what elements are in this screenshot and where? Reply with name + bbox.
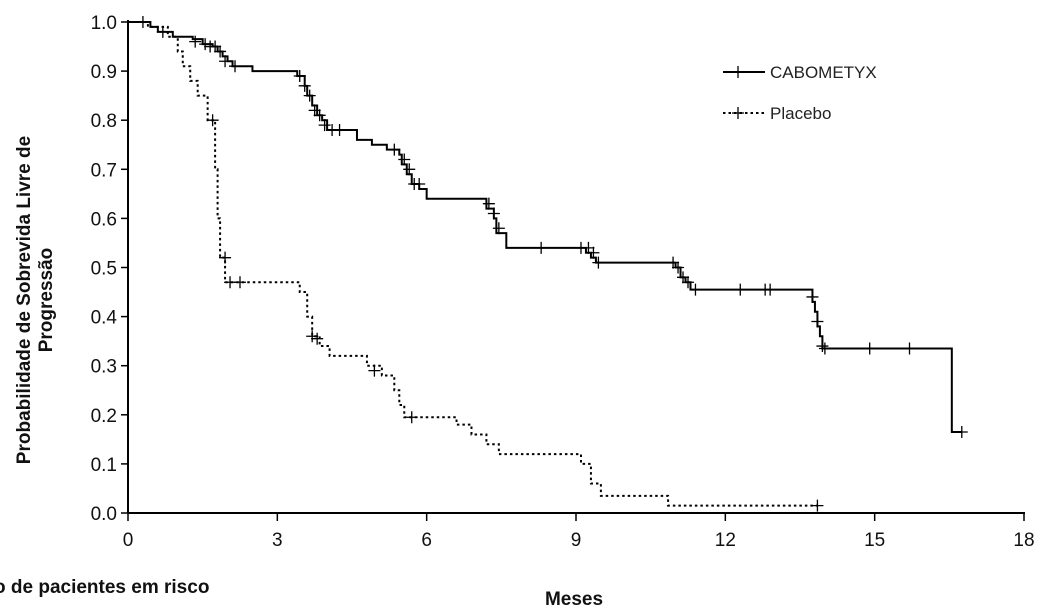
censor-mark-cabometyx	[199, 38, 212, 51]
censor-mark-cabometyx	[863, 342, 876, 355]
censor-mark-cabometyx	[682, 276, 694, 289]
censor-mark-placebo	[219, 251, 232, 264]
censor-mark-placebo	[405, 411, 418, 424]
y-tick-label: 0.4	[91, 308, 118, 329]
y-tick-label: 0.9	[91, 62, 117, 83]
y-tick-label: 0.3	[91, 357, 117, 378]
y-tick-label: 0.0	[91, 504, 117, 525]
censor-mark-cabometyx	[667, 256, 680, 269]
censor-mark-cabometyx	[293, 70, 306, 83]
legend-marker-cabometyx	[732, 66, 744, 78]
censor-mark-cabometyx	[214, 45, 227, 58]
censor-mark-cabometyx	[487, 207, 500, 220]
censor-mark-cabometyx	[189, 35, 202, 48]
censor-mark-cabometyx	[219, 55, 232, 68]
censor-mark-placebo	[311, 332, 324, 345]
series-line-cabometyx	[128, 21, 962, 433]
legend-label-cabometyx: CABOMETYX	[770, 63, 877, 82]
censor-mark-cabometyx	[535, 241, 548, 254]
y-axis-title-line-2: Progressão	[36, 248, 57, 353]
censor-mark-cabometyx	[818, 342, 831, 355]
axes: 0.0 0.1 0.2 0.3 0.4 0.5 0.6 0.7 0.8 0.9 1.0 0 3 6 9 12 1…	[91, 13, 1035, 551]
censor-mark-cabometyx	[209, 40, 222, 53]
censor-mark-cabometyx	[413, 178, 426, 191]
x-axis-title: Meses	[545, 589, 603, 610]
censor-mark-cabometyx	[816, 340, 829, 353]
censor-mark-cabometyx	[313, 109, 326, 122]
series-layer	[128, 16, 968, 512]
censor-mark-placebo	[368, 364, 381, 377]
x-tick-label: 0	[123, 530, 134, 551]
x-tick-label: 18	[1013, 530, 1034, 551]
censor-mark-cabometyx	[955, 425, 968, 438]
censor-mark-cabometyx	[811, 315, 824, 328]
censor-mark-cabometyx	[388, 143, 401, 156]
risk-table-label: o de pacientes em risco	[0, 577, 209, 598]
censor-mark-cabometyx	[398, 153, 411, 166]
censor-mark-cabometyx	[229, 60, 242, 73]
censor-mark-cabometyx	[587, 246, 600, 259]
censor-mark-cabometyx	[672, 261, 685, 274]
censor-mark-cabometyx	[492, 222, 505, 235]
x-tick-label: 15	[864, 530, 885, 551]
y-tick-label: 0.2	[91, 406, 117, 427]
censor-mark-cabometyx	[592, 256, 605, 269]
censor-mark-placebo	[306, 330, 319, 343]
y-tick-label: 0.5	[91, 259, 117, 280]
censor-mark-cabometyx	[303, 89, 316, 102]
censor-mark-cabometyx	[764, 283, 777, 296]
censor-mark-cabometyx	[734, 283, 747, 296]
y-tick-label: 0.8	[91, 111, 117, 132]
censor-mark-cabometyx	[582, 241, 595, 254]
legend-label-placebo: Placebo	[770, 104, 831, 123]
censor-mark-cabometyx	[806, 290, 819, 303]
y-tick-label: 0.7	[91, 160, 117, 181]
censor-mark-cabometyx	[298, 79, 311, 92]
y-tick-label: 1.0	[91, 13, 117, 34]
y-axis-title-line-1: Probabilidade de Sobrevida Livre de	[14, 136, 35, 464]
censor-mark-cabometyx	[403, 163, 416, 176]
y-tick-label: 0.6	[91, 209, 117, 230]
y-axis-title: Probabilidade de Sobrevida Livre de Prog…	[14, 136, 57, 464]
censor-mark-cabometyx	[903, 342, 916, 355]
x-tick-label: 9	[571, 530, 582, 551]
legend: CABOMETYX Placebo	[723, 63, 877, 123]
censor-mark-placebo	[206, 114, 219, 127]
censor-mark-placebo	[234, 276, 246, 289]
x-tick-label: 3	[272, 530, 283, 551]
x-tick-label: 12	[715, 530, 736, 551]
x-tick-label: 6	[421, 530, 432, 551]
censor-mark-cabometyx	[308, 104, 321, 117]
censor-mark-cabometyx	[318, 119, 331, 132]
legend-marker-placebo	[732, 107, 744, 119]
censor-mark-placebo	[811, 499, 824, 512]
y-tick-label: 0.1	[91, 455, 117, 476]
censor-mark-cabometyx	[689, 283, 702, 296]
censor-mark-cabometyx	[333, 124, 346, 137]
series-line-placebo	[128, 21, 818, 507]
censor-mark-cabometyx	[677, 271, 690, 284]
censor-mark-cabometyx	[482, 197, 495, 210]
